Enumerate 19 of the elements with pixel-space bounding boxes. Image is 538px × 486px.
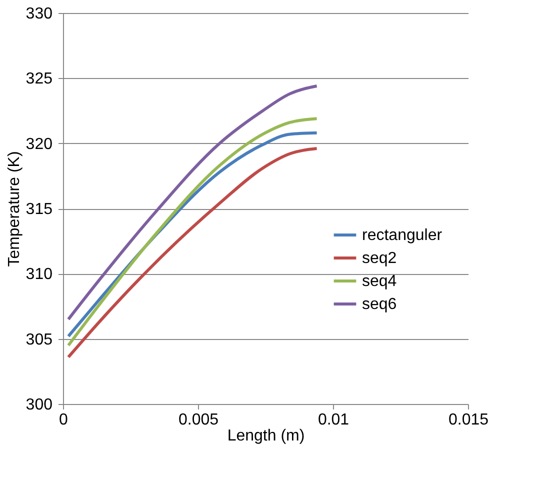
legend-label: rectanguler bbox=[362, 227, 443, 244]
y-tick-label: 330 bbox=[26, 6, 53, 22]
y-tick-label: 315 bbox=[26, 201, 53, 218]
line-series bbox=[66, 147, 318, 359]
y-tick-label: 310 bbox=[26, 266, 53, 284]
x-tick-label: 0 bbox=[59, 412, 68, 428]
y-tick-label: 320 bbox=[26, 136, 53, 153]
y-tick-label: 325 bbox=[26, 70, 53, 88]
y-tick-label: 305 bbox=[26, 331, 53, 348]
legend-label: seq6 bbox=[362, 296, 397, 313]
x-axis-title: Length (m) bbox=[227, 428, 305, 444]
y-tick-label: 300 bbox=[26, 396, 53, 414]
x-tick-label: 0.01 bbox=[318, 412, 350, 428]
legend-label: seq4 bbox=[362, 273, 397, 290]
legend-label: seq2 bbox=[362, 250, 397, 267]
y-axis-title: Temperature (K) bbox=[6, 151, 23, 267]
x-tick-label: 0.005 bbox=[178, 412, 219, 428]
line-series bbox=[66, 84, 318, 321]
x-tick-label: 0.015 bbox=[448, 412, 489, 428]
